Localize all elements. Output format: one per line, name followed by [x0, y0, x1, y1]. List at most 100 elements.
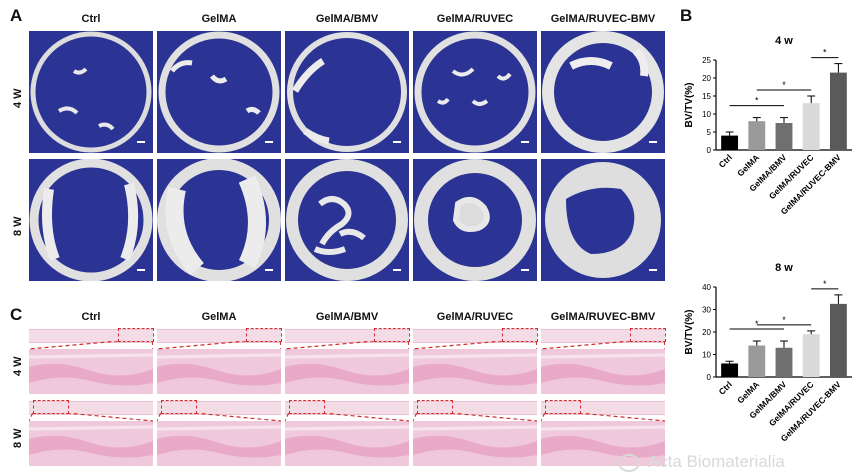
he-zoom-image-4w-4 [541, 349, 665, 394]
chart-title: 8 w [775, 262, 793, 274]
panel-letter-c: C [10, 305, 23, 324]
zoom-connector [285, 413, 409, 422]
bar-0 [721, 135, 739, 150]
panel-letter-b: B [680, 6, 693, 25]
he-strip-4w-1 [157, 328, 283, 343]
microct-image-gelma-ruvec-4w [413, 31, 537, 153]
y-tick-label: 40 [702, 283, 711, 292]
zoom-connector [29, 413, 153, 422]
highlight-box [288, 400, 325, 414]
watermark-text: Acta Biomaterialia [647, 452, 785, 471]
zoom-connector [413, 413, 537, 422]
y-tick-label: 30 [702, 306, 711, 315]
col-label-gelma-ruvec-bmv: GelMA/RUVEC-BMV [550, 13, 656, 25]
he-zoom-image-8w-2 [285, 421, 409, 466]
microct-image-gelma-ruvec-bmv-8w [541, 159, 665, 281]
y-tick-label: 20 [702, 74, 711, 83]
y-tick-label: 25 [702, 56, 711, 65]
y-axis-label: BV/TV(%) [684, 83, 695, 128]
bar-4 [829, 72, 847, 150]
row-label-8w: 8 W [12, 216, 24, 236]
row-label-4w: 4 W [12, 88, 24, 108]
scale-bar [393, 269, 401, 271]
y-tick-label: 15 [702, 92, 711, 101]
zoom-connector [157, 341, 281, 350]
microct-image-ctrl-4w [29, 31, 153, 153]
highlight-box [374, 328, 411, 342]
bar-4 [829, 303, 847, 377]
y-axis-label: BV/TV(%) [684, 310, 695, 355]
scale-bar [521, 141, 529, 143]
he-zoom-image-8w-4 [541, 421, 665, 466]
bar-1 [748, 345, 766, 377]
highlight-box [416, 400, 453, 414]
he-zoom-image-8w-0 [29, 421, 153, 466]
highlight-box [32, 400, 69, 414]
microct-image-gelma-ruvec-8w [413, 159, 537, 281]
scale-bar [521, 269, 529, 271]
panel-letter-a: A [10, 6, 23, 25]
highlight-box [630, 328, 667, 342]
bar-3 [802, 334, 820, 377]
y-tick-label: 0 [707, 146, 712, 155]
bar-1 [748, 121, 766, 150]
significance-star-0: * [755, 319, 759, 329]
he-zoom-image-8w-1 [157, 421, 281, 466]
significance-star-1: * [782, 80, 786, 90]
scale-bar [265, 269, 273, 271]
col-label-c-ctrl: Ctrl [81, 311, 101, 323]
wechat-icon [618, 453, 640, 472]
bar-0 [721, 363, 739, 377]
he-zoom-image-4w-2 [285, 349, 409, 394]
he-strip-4w-4 [541, 328, 667, 343]
row-label-c-8w: 8 W [12, 428, 24, 448]
he-strip-4w-3 [413, 328, 539, 343]
col-label-gelma: GelMA [201, 13, 237, 25]
scale-bar [393, 141, 401, 143]
highlight-box [118, 328, 155, 342]
bar-2 [775, 347, 793, 377]
col-label-c-gelma: GelMA [201, 311, 237, 323]
he-strip-4w-2 [285, 328, 411, 343]
highlight-box [544, 400, 581, 414]
microct-image-gelma-8w [157, 159, 281, 281]
y-tick-label: 0 [707, 373, 712, 382]
highlight-box [502, 328, 539, 342]
col-label-gelma-bmv: GelMA/BMV [315, 13, 379, 25]
zoom-connector [413, 341, 537, 350]
y-tick-label: 5 [707, 128, 712, 137]
microct-image-gelma-bmv-4w [285, 31, 409, 153]
zoom-connector [285, 341, 409, 350]
zoom-connector [541, 341, 665, 350]
scale-bar [137, 141, 145, 143]
he-strip-4w-0 [29, 328, 155, 343]
zoom-connector [29, 341, 153, 350]
scale-bar [137, 269, 145, 271]
significance-star-0: * [755, 96, 759, 106]
bar-3 [802, 103, 820, 150]
row-label-c-4w: 4 W [12, 356, 24, 376]
col-label-c-gelma-bmv: GelMA/BMV [315, 311, 379, 323]
y-tick-label: 10 [702, 110, 711, 119]
he-strip-8w-0 [29, 400, 153, 415]
significance-star-1: * [782, 315, 786, 325]
col-label-gelma-ruvec: GelMA/RUVEC [436, 13, 514, 25]
scale-bar [649, 141, 657, 143]
highlight-box [160, 400, 197, 414]
significance-star-2: * [823, 279, 827, 289]
highlight-box [246, 328, 283, 342]
zoom-connector [541, 413, 665, 422]
col-label-c-gelma-ruvec-bmv: GelMA/RUVEC-BMV [550, 311, 656, 323]
microct-image-gelma-ruvec-bmv-4w [541, 31, 665, 153]
significance-star-2: * [823, 48, 827, 58]
scale-bar [649, 269, 657, 271]
watermark: Acta Biomaterialia [618, 452, 785, 472]
he-strip-8w-4 [541, 400, 665, 415]
he-strip-8w-2 [285, 400, 409, 415]
he-zoom-image-4w-3 [413, 349, 537, 394]
x-tick-label-0: Ctrl [717, 379, 734, 396]
he-strip-8w-3 [413, 400, 537, 415]
he-zoom-image-4w-1 [157, 349, 281, 394]
